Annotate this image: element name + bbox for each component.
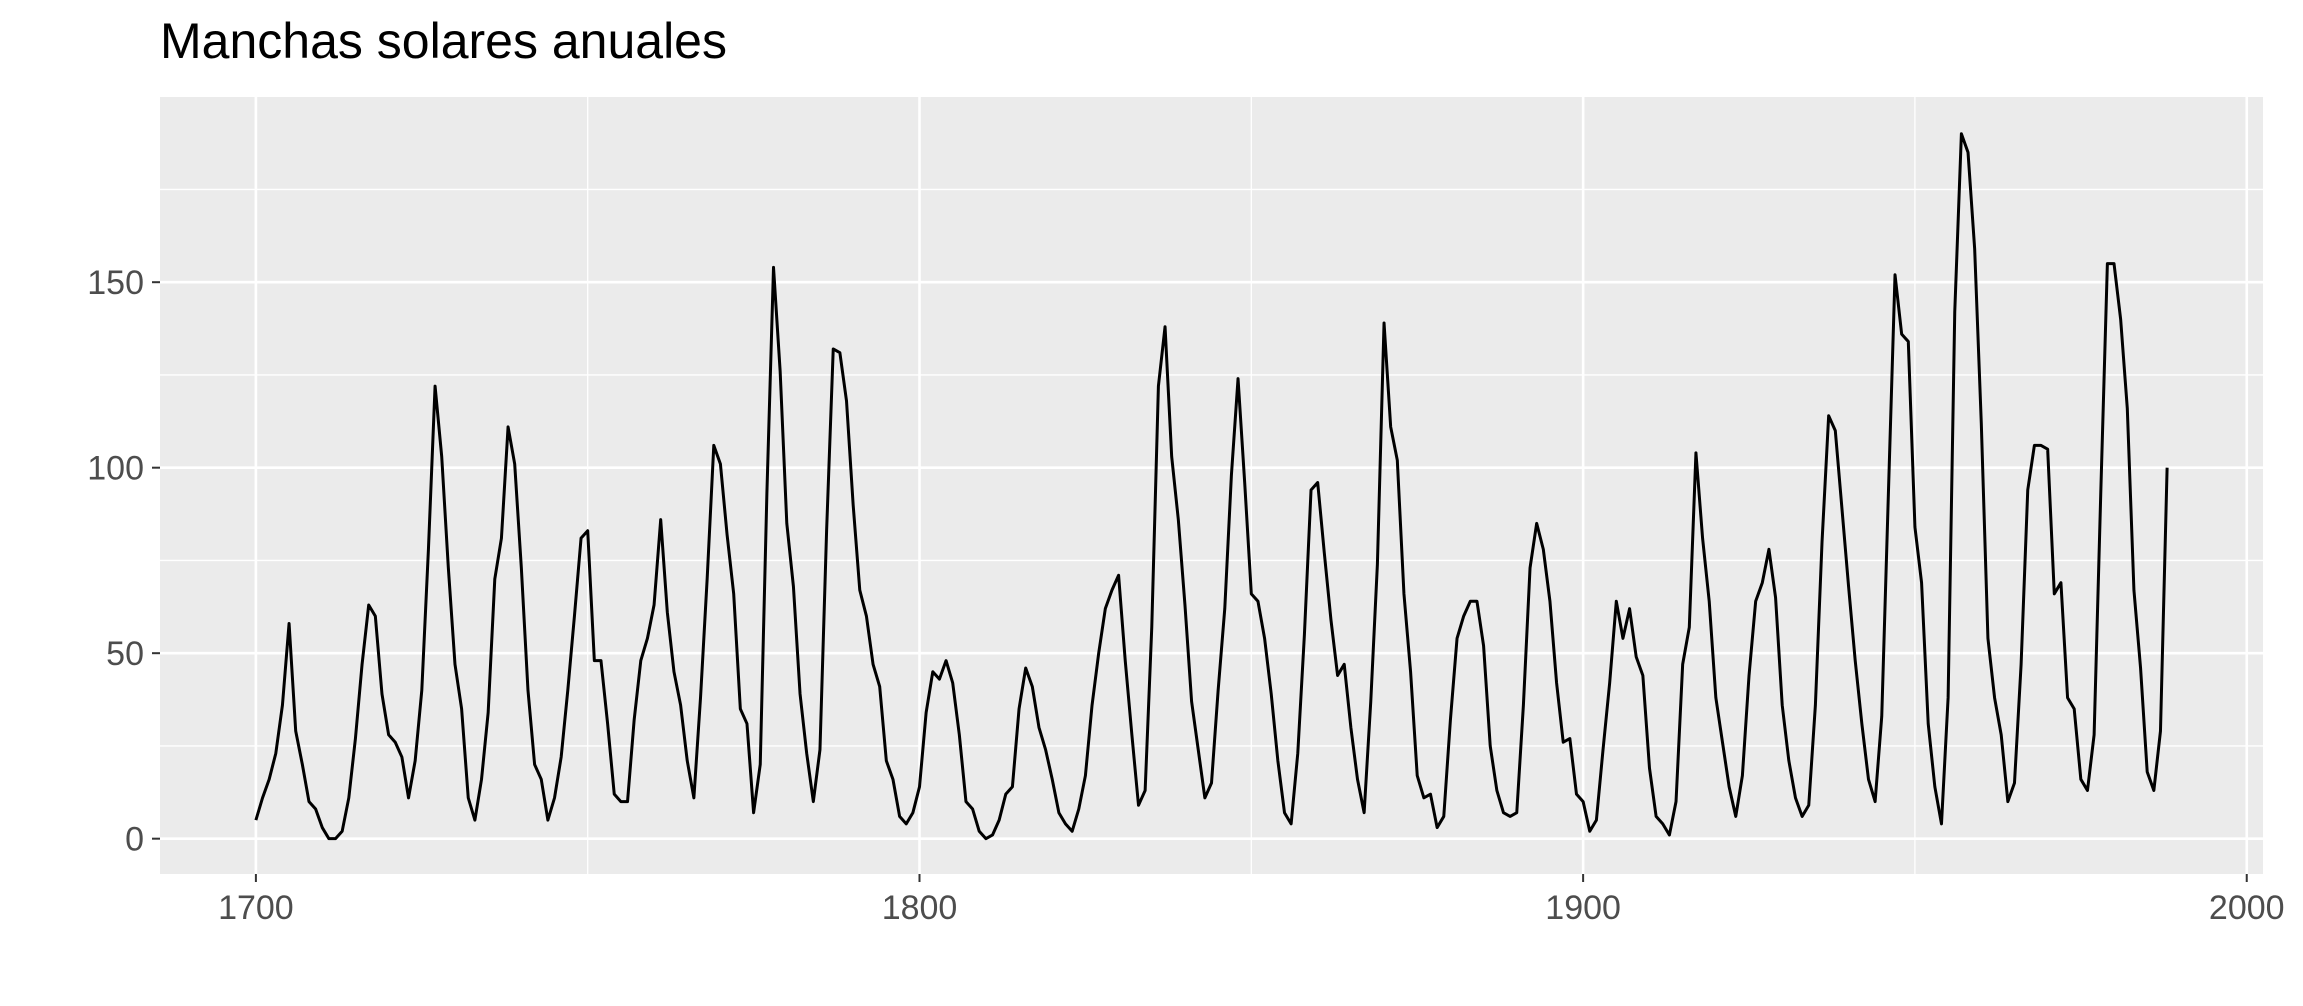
plot-panel-background: [160, 97, 2263, 874]
x-tick-label: 1700: [218, 889, 294, 927]
chart-title: Manchas solares anuales: [160, 13, 727, 69]
y-tick-label: 100: [87, 450, 144, 488]
x-tick-label: 2000: [2209, 889, 2285, 927]
y-axis: 0 50 100 150: [87, 264, 160, 859]
y-tick-label: 50: [106, 635, 144, 673]
series-line-sunspots: [254, 132, 2169, 841]
x-tick-label: 1800: [882, 889, 958, 927]
x-tick-label: 1900: [1545, 889, 1621, 927]
y-tick-label: 150: [87, 264, 144, 302]
y-tick-label: 0: [125, 821, 144, 859]
x-axis: 1700 1800 1900 2000: [218, 874, 2285, 927]
major-gridlines: [160, 97, 2263, 874]
